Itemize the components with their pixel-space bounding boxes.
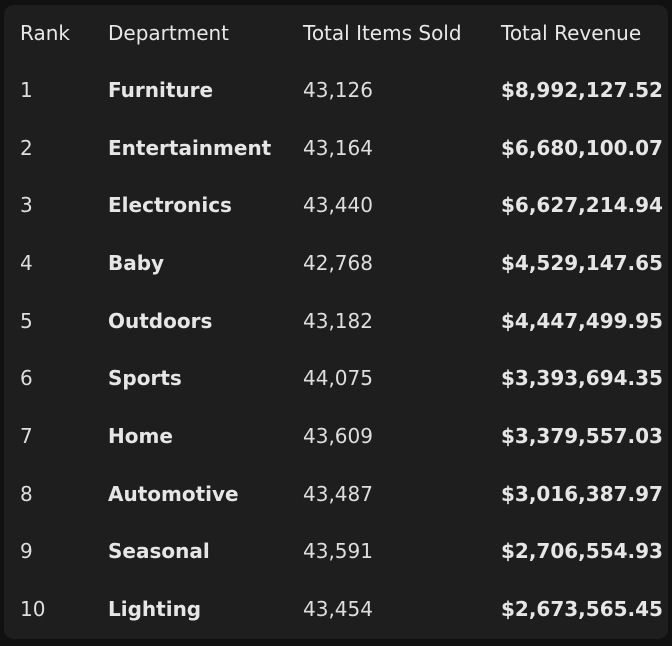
department-revenue-table: Rank Department Total Items Sold Total R… <box>4 5 668 638</box>
header-total-items-sold: Total Items Sold <box>303 21 462 45</box>
cell-items-sold: 43,487 <box>303 481 373 506</box>
table-row: 5 Outdoors 43,182 $4,447,499.95 <box>4 292 668 350</box>
table-row: 10 Lighting 43,454 $2,673,565.45 <box>4 580 668 638</box>
cell-revenue: $3,016,387.97 <box>501 481 663 506</box>
cell-department: Seasonal <box>108 539 210 564</box>
cell-rank: 8 <box>20 481 33 506</box>
cell-items-sold: 43,126 <box>303 77 373 102</box>
cell-department: Electronics <box>108 193 232 218</box>
results-table-panel: Rank Department Total Items Sold Total R… <box>4 5 668 639</box>
cell-revenue: $6,680,100.07 <box>501 135 663 160</box>
cell-department: Furniture <box>108 77 214 102</box>
cell-department: Outdoors <box>108 308 213 333</box>
cell-items-sold: 43,440 <box>303 193 373 218</box>
cell-items-sold: 43,182 <box>303 308 373 333</box>
cell-items-sold: 43,591 <box>303 539 373 564</box>
table-row: 2 Entertainment 43,164 $6,680,100.07 <box>4 119 668 177</box>
cell-rank: 7 <box>20 423 33 448</box>
table-row: 7 Home 43,609 $3,379,557.03 <box>4 407 668 465</box>
cell-rank: 1 <box>20 77 33 102</box>
cell-rank: 4 <box>20 250 33 275</box>
cell-items-sold: 43,454 <box>303 597 373 622</box>
cell-rank: 10 <box>20 597 46 622</box>
cell-rank: 9 <box>20 539 33 564</box>
cell-revenue: $8,992,127.52 <box>501 77 663 102</box>
cell-department: Lighting <box>108 597 202 622</box>
cell-rank: 6 <box>20 366 33 391</box>
cell-department: Entertainment <box>108 135 272 160</box>
table-row: 3 Electronics 43,440 $6,627,214.94 <box>4 176 668 234</box>
cell-rank: 3 <box>20 193 33 218</box>
table-row: 4 Baby 42,768 $4,529,147.65 <box>4 234 668 292</box>
cell-revenue: $3,379,557.03 <box>501 423 663 448</box>
cell-items-sold: 44,075 <box>303 366 373 391</box>
cell-revenue: $2,673,565.45 <box>501 597 663 622</box>
cell-items-sold: 42,768 <box>303 250 373 275</box>
cell-department: Baby <box>108 250 165 275</box>
cell-department: Automotive <box>108 481 239 506</box>
table-row: 1 Furniture 43,126 $8,992,127.52 <box>4 61 668 119</box>
header-rank: Rank <box>20 21 70 45</box>
cell-revenue: $6,627,214.94 <box>501 193 663 218</box>
cell-revenue: $2,706,554.93 <box>501 539 663 564</box>
cell-rank: 2 <box>20 135 33 160</box>
header-total-revenue: Total Revenue <box>501 21 642 45</box>
cell-items-sold: 43,164 <box>303 135 373 160</box>
cell-revenue: $4,529,147.65 <box>501 250 663 275</box>
table-header-row: Rank Department Total Items Sold Total R… <box>4 5 668 61</box>
cell-rank: 5 <box>20 308 33 333</box>
cell-revenue: $4,447,499.95 <box>501 308 663 333</box>
header-department: Department <box>108 21 230 45</box>
table-row: 8 Automotive 43,487 $3,016,387.97 <box>4 465 668 523</box>
table-row: 9 Seasonal 43,591 $2,706,554.93 <box>4 523 668 581</box>
cell-department: Sports <box>108 366 182 391</box>
cell-items-sold: 43,609 <box>303 423 373 448</box>
cell-department: Home <box>108 423 173 448</box>
table-row: 6 Sports 44,075 $3,393,694.35 <box>4 349 668 407</box>
cell-revenue: $3,393,694.35 <box>501 366 663 391</box>
